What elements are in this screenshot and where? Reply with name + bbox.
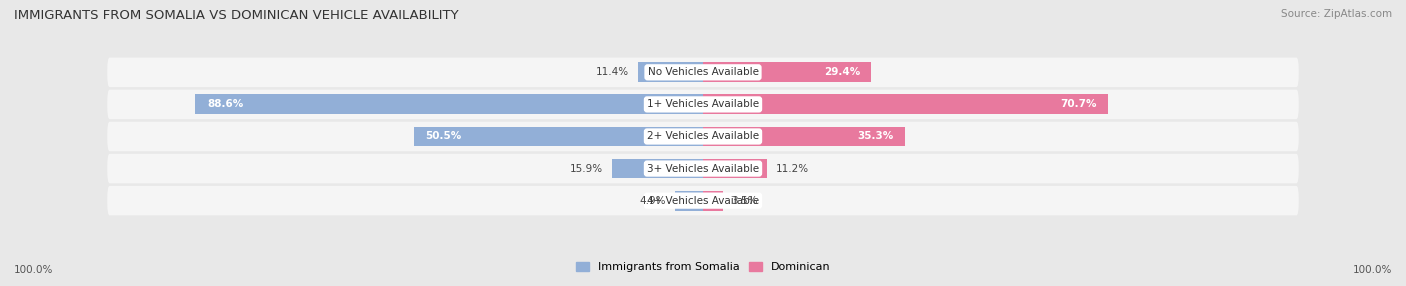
FancyBboxPatch shape — [107, 122, 1299, 151]
Text: 70.7%: 70.7% — [1060, 100, 1097, 110]
FancyBboxPatch shape — [107, 186, 1299, 215]
Bar — [703, 94, 1108, 114]
Bar — [638, 62, 703, 82]
Text: 35.3%: 35.3% — [858, 132, 894, 142]
Bar — [612, 159, 703, 178]
Bar — [413, 126, 703, 146]
Bar — [703, 62, 872, 82]
Bar — [703, 126, 905, 146]
Bar — [195, 94, 703, 114]
Text: 100.0%: 100.0% — [14, 265, 53, 275]
Text: 2+ Vehicles Available: 2+ Vehicles Available — [647, 132, 759, 142]
Text: 29.4%: 29.4% — [824, 67, 860, 77]
Text: Source: ZipAtlas.com: Source: ZipAtlas.com — [1281, 9, 1392, 19]
Text: 4+ Vehicles Available: 4+ Vehicles Available — [647, 196, 759, 206]
Text: 50.5%: 50.5% — [425, 132, 461, 142]
FancyBboxPatch shape — [107, 90, 1299, 119]
Bar — [703, 191, 723, 210]
Text: 3.5%: 3.5% — [731, 196, 758, 206]
Text: 88.6%: 88.6% — [207, 100, 243, 110]
Text: 1+ Vehicles Available: 1+ Vehicles Available — [647, 100, 759, 110]
Bar — [675, 191, 703, 210]
Text: 15.9%: 15.9% — [571, 164, 603, 174]
Text: 3+ Vehicles Available: 3+ Vehicles Available — [647, 164, 759, 174]
Text: No Vehicles Available: No Vehicles Available — [648, 67, 758, 77]
Text: 11.2%: 11.2% — [776, 164, 808, 174]
Bar — [703, 159, 768, 178]
FancyBboxPatch shape — [107, 57, 1299, 87]
Legend: Immigrants from Somalia, Dominican: Immigrants from Somalia, Dominican — [575, 262, 831, 273]
Text: 100.0%: 100.0% — [1353, 265, 1392, 275]
FancyBboxPatch shape — [107, 154, 1299, 183]
Text: 4.9%: 4.9% — [640, 196, 666, 206]
Text: IMMIGRANTS FROM SOMALIA VS DOMINICAN VEHICLE AVAILABILITY: IMMIGRANTS FROM SOMALIA VS DOMINICAN VEH… — [14, 9, 458, 21]
Text: 11.4%: 11.4% — [596, 67, 628, 77]
